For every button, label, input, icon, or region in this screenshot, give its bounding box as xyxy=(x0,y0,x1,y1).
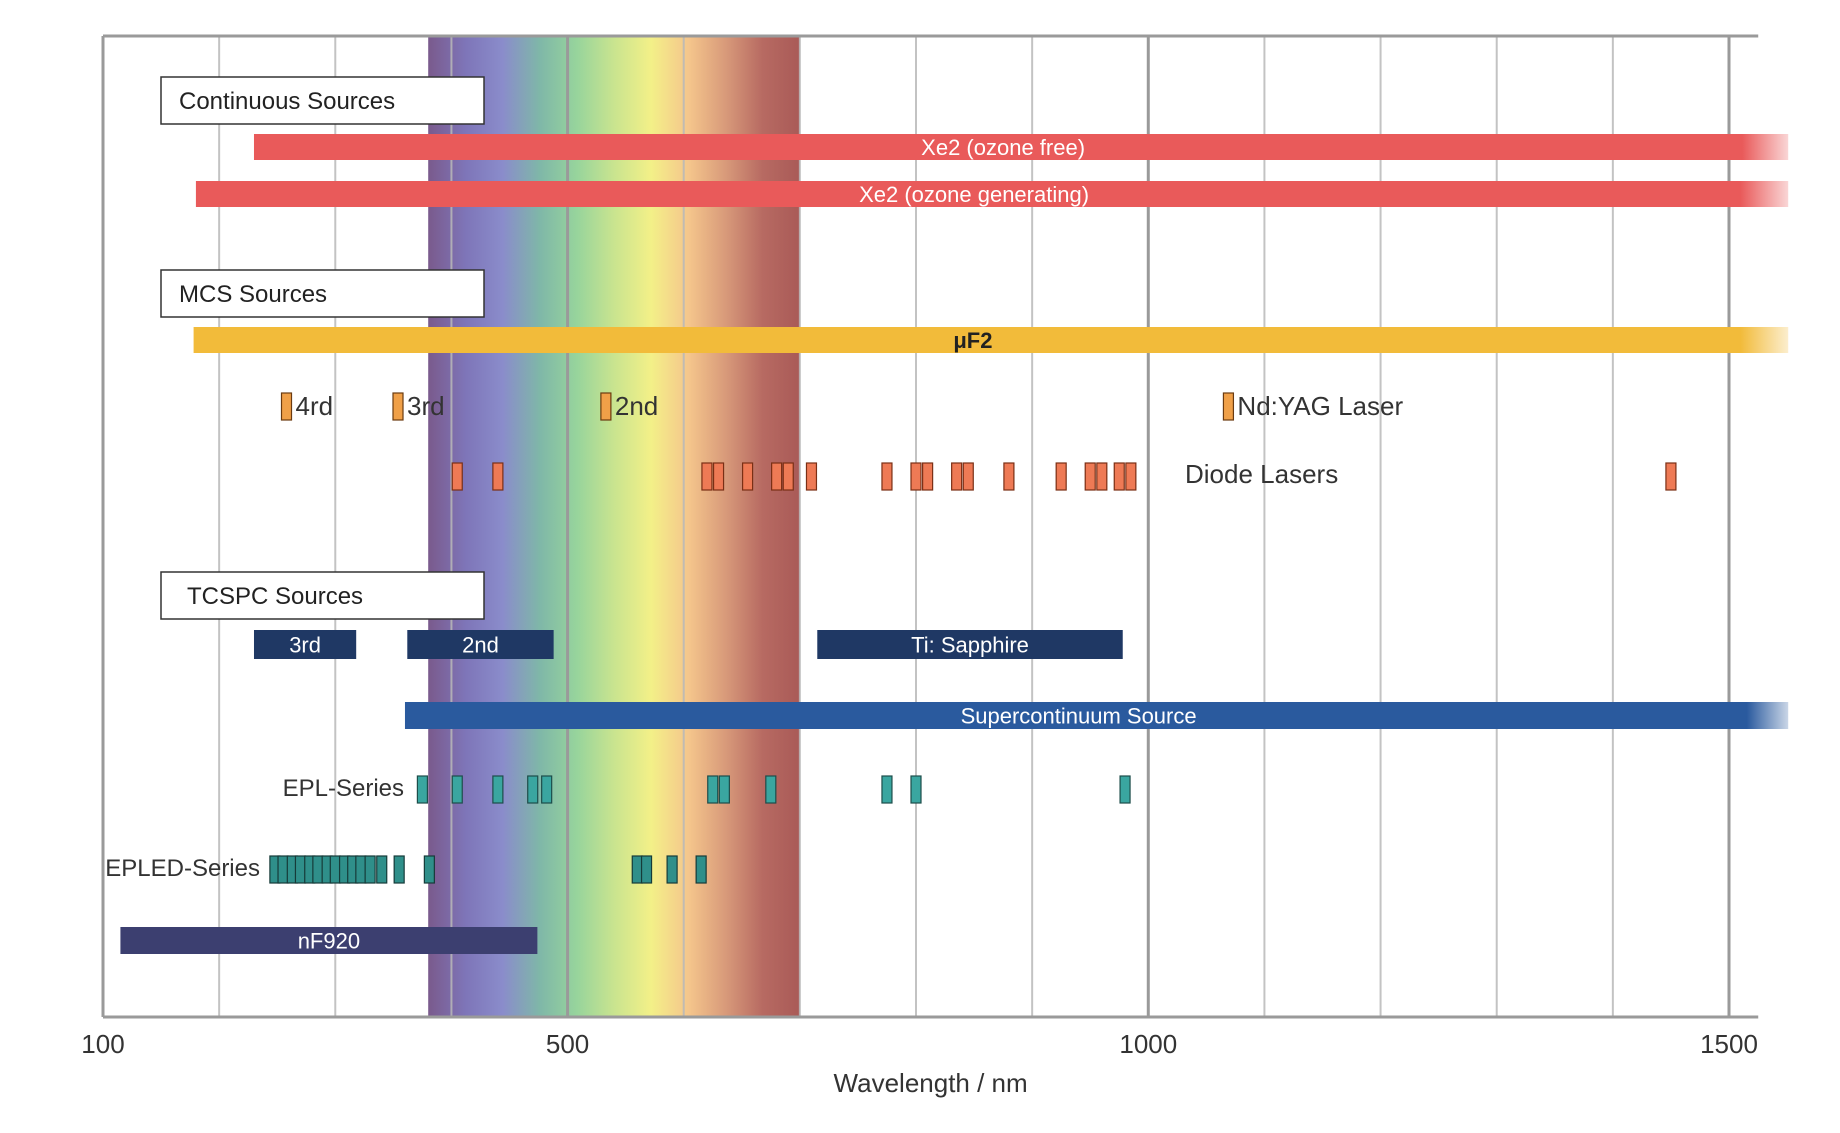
diode-laser-mark xyxy=(1084,462,1096,491)
range-bar xyxy=(253,134,1789,160)
epled-series-mark xyxy=(329,855,341,884)
diode-laser-mark xyxy=(1125,462,1137,491)
epl-series-mark xyxy=(910,775,922,804)
section-label-box xyxy=(160,76,485,125)
range-bar-label: Supercontinuum Source xyxy=(961,703,1197,728)
laser-marker xyxy=(1222,392,1235,421)
diode-laser-mark xyxy=(910,462,922,491)
diode-laser-mark xyxy=(1096,462,1108,491)
range-bar xyxy=(817,630,1123,659)
range-bar xyxy=(195,181,1789,207)
range-bar-label: nF920 xyxy=(298,928,360,953)
laser-marker-label: 2nd xyxy=(615,391,658,421)
diode-laser-mark xyxy=(922,462,934,491)
epled-series-label: EPLED-Series xyxy=(105,855,260,882)
epled-series-mark xyxy=(695,855,707,884)
epled-series-mark xyxy=(355,855,367,884)
laser-marker-label: 4rd xyxy=(296,391,334,421)
diode-laser-mark xyxy=(492,462,504,491)
laser-marker xyxy=(280,392,293,421)
range-bar-label: 2nd xyxy=(462,632,499,657)
range-bar-label: Xe2 (ozone generating) xyxy=(859,182,1089,207)
epled-series-mark xyxy=(364,855,376,884)
diode-lasers-label: Diode Lasers xyxy=(1185,459,1338,489)
section-label-box xyxy=(160,571,485,620)
diode-laser-mark xyxy=(451,462,463,491)
range-bar xyxy=(193,327,1789,353)
epled-series-mark xyxy=(393,855,405,884)
diode-laser-mark xyxy=(1665,462,1677,491)
diode-laser-mark xyxy=(782,462,794,491)
range-bar-label: μF2 xyxy=(953,328,992,353)
epl-series-mark xyxy=(707,775,719,804)
epl-series-mark xyxy=(881,775,893,804)
diode-laser-mark xyxy=(951,462,963,491)
range-bar-label: 3rd xyxy=(289,632,321,657)
epled-series-mark xyxy=(277,855,289,884)
epl-series-mark xyxy=(451,775,463,804)
range-bar xyxy=(404,702,1789,729)
epl-series-mark xyxy=(765,775,777,804)
x-axis-label: Wavelength / nm xyxy=(834,1068,1028,1098)
epl-series-mark xyxy=(718,775,730,804)
range-bar-label: Xe2 (ozone free) xyxy=(921,135,1085,160)
epl-series-mark xyxy=(527,775,539,804)
x-tick-label: 1500 xyxy=(1700,1029,1758,1059)
laser-marker-label: Nd:YAG Laser xyxy=(1237,391,1403,421)
range-bar xyxy=(253,630,357,659)
x-tick-label: 100 xyxy=(81,1029,124,1059)
range-bar xyxy=(120,927,538,954)
epled-series-mark xyxy=(423,855,435,884)
diode-laser-mark xyxy=(1055,462,1067,491)
section-label: Continuous Sources xyxy=(179,88,395,115)
epl-series-label: EPL-Series xyxy=(283,775,404,802)
diode-laser-mark xyxy=(1113,462,1125,491)
x-tick-label: 1000 xyxy=(1119,1029,1177,1059)
diode-laser-mark xyxy=(805,462,818,491)
epled-series-mark xyxy=(666,855,678,884)
epled-series-mark xyxy=(640,855,653,884)
laser-marker-label: 3rd xyxy=(407,391,445,421)
epled-series-mark xyxy=(294,855,307,884)
diode-laser-mark xyxy=(701,462,713,491)
diode-laser-mark xyxy=(771,462,783,491)
laser-marker xyxy=(600,392,612,421)
range-bar-label: Ti: Sapphire xyxy=(911,632,1029,657)
epl-series-mark xyxy=(416,775,428,804)
diode-laser-mark xyxy=(741,462,754,491)
epled-series-mark xyxy=(631,855,643,884)
x-tick-label: 500 xyxy=(546,1029,589,1059)
diode-laser-mark xyxy=(962,462,974,491)
diode-laser-mark xyxy=(712,462,725,491)
diode-laser-mark xyxy=(881,462,893,491)
laser-marker xyxy=(392,392,404,421)
epl-series-mark xyxy=(541,775,553,804)
epled-series-mark xyxy=(376,855,388,884)
epl-series-mark xyxy=(492,775,504,804)
section-label-box xyxy=(160,269,485,318)
section-label: MCS Sources xyxy=(179,281,327,308)
range-bar xyxy=(407,630,554,659)
epled-series-mark xyxy=(312,855,324,884)
diode-laser-mark xyxy=(1003,462,1015,491)
epl-series-mark xyxy=(1119,775,1131,804)
section-label: TCSPC Sources xyxy=(187,583,363,610)
